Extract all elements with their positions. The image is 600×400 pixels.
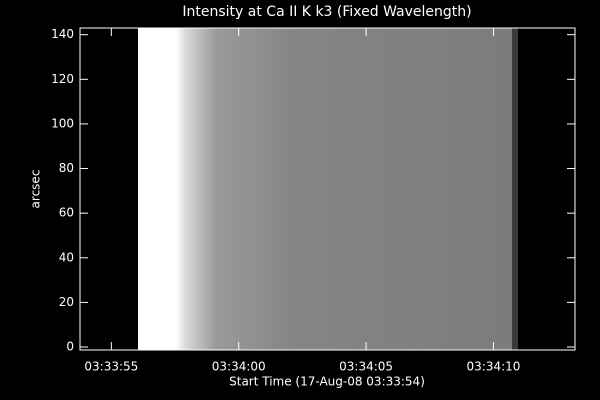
image-dark-left bbox=[80, 28, 138, 350]
y-tick-label: 100 bbox=[51, 116, 74, 130]
y-axis-label: arcsec bbox=[29, 170, 43, 209]
y-tick-label: 80 bbox=[59, 161, 74, 175]
x-tick-label: 03:33:55 bbox=[84, 360, 138, 374]
y-tick-label: 20 bbox=[59, 295, 74, 309]
chart-title: Intensity at Ca II K k3 (Fixed Wavelengt… bbox=[182, 4, 471, 20]
x-tick-label: 03:34:05 bbox=[339, 360, 393, 374]
y-tick-label: 140 bbox=[51, 27, 74, 41]
x-tick-label: 03:34:00 bbox=[212, 360, 266, 374]
image-edge bbox=[512, 28, 518, 350]
y-tick-label: 120 bbox=[51, 72, 74, 86]
y-tick-label: 0 bbox=[66, 340, 74, 354]
image-dark-right bbox=[518, 28, 575, 350]
x-tick-label: 03:34:10 bbox=[467, 360, 521, 374]
y-tick-label: 60 bbox=[59, 206, 74, 220]
image-gray bbox=[176, 28, 512, 350]
plot-frame bbox=[79, 27, 576, 351]
image-bright bbox=[138, 28, 176, 350]
x-axis-label: Start Time (17-Aug-08 03:33:54) bbox=[229, 375, 425, 389]
y-tick-label: 40 bbox=[59, 250, 74, 264]
image bbox=[80, 28, 575, 350]
